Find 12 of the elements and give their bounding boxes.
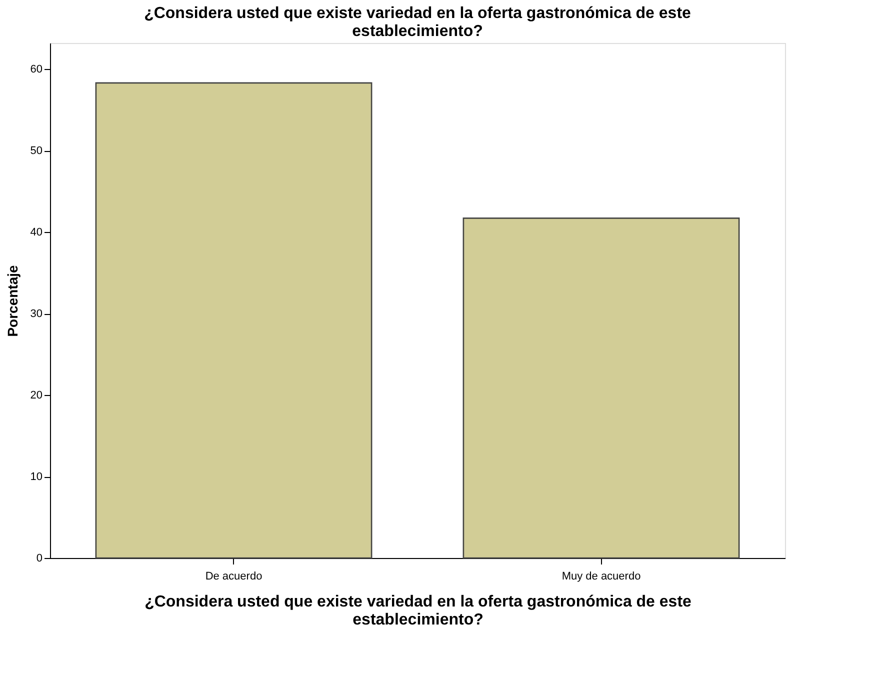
chart-title: ¿Considera usted que existe variedad en la oferta gastronómica de este establecimiento? xyxy=(144,5,692,40)
x-axis-title: ¿Considera usted que existe variedad en la oferta gastronómica de este establecimiento? xyxy=(144,594,692,628)
y-tick-label: 40 xyxy=(30,226,42,239)
y-tick-label: 10 xyxy=(30,471,42,484)
y-tick-label: 50 xyxy=(30,145,42,158)
y-tick-label: 30 xyxy=(30,308,42,320)
x-tick-label: De acuerdo xyxy=(205,570,262,582)
y-axis-title: Porcentaje xyxy=(4,264,20,337)
y-tick-label: 20 xyxy=(30,390,42,402)
y-tick-label: 60 xyxy=(30,64,42,76)
y-tick-label: 0 xyxy=(36,552,42,564)
x-tick-label: Muy de acuerdo xyxy=(562,570,641,582)
